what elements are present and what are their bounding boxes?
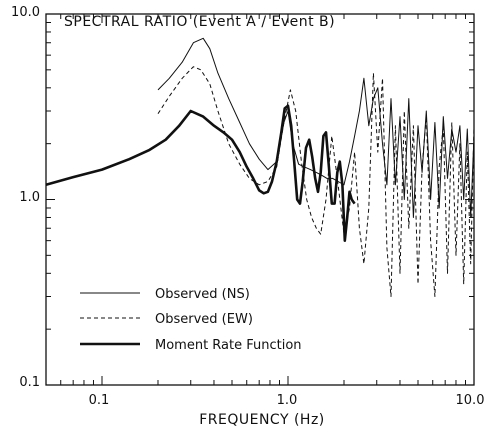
legend-label-ew: Observed (EW) — [155, 312, 253, 327]
y-tick-label-0.1: 0.1 — [19, 375, 40, 390]
series-layer — [45, 37, 475, 297]
legend-label-moment-rate: Moment Rate Function — [155, 338, 302, 353]
series-line-1 — [157, 66, 475, 297]
axis-ticks — [45, 14, 475, 386]
legend-label-ns: Observed (NS) — [155, 287, 250, 302]
series-line-2 — [45, 104, 356, 242]
x-axis-label: FREQUENCY (Hz) — [199, 412, 325, 428]
series-line-0 — [157, 37, 475, 218]
chart-title: SPECTRAL RATIO (Event A / Event B) — [64, 14, 335, 30]
x-tick-label-1: 1.0 — [277, 393, 298, 408]
x-tick-label-0.1: 0.1 — [89, 393, 110, 408]
legend: Observed (NS) Observed (EW) Moment Rate … — [80, 287, 302, 353]
y-tick-label-10: 10.0 — [11, 5, 40, 20]
y-tick-label-1: 1.0 — [19, 190, 40, 205]
x-tick-label-10: 10.0 — [456, 393, 485, 408]
plot-frame — [45, 13, 475, 386]
